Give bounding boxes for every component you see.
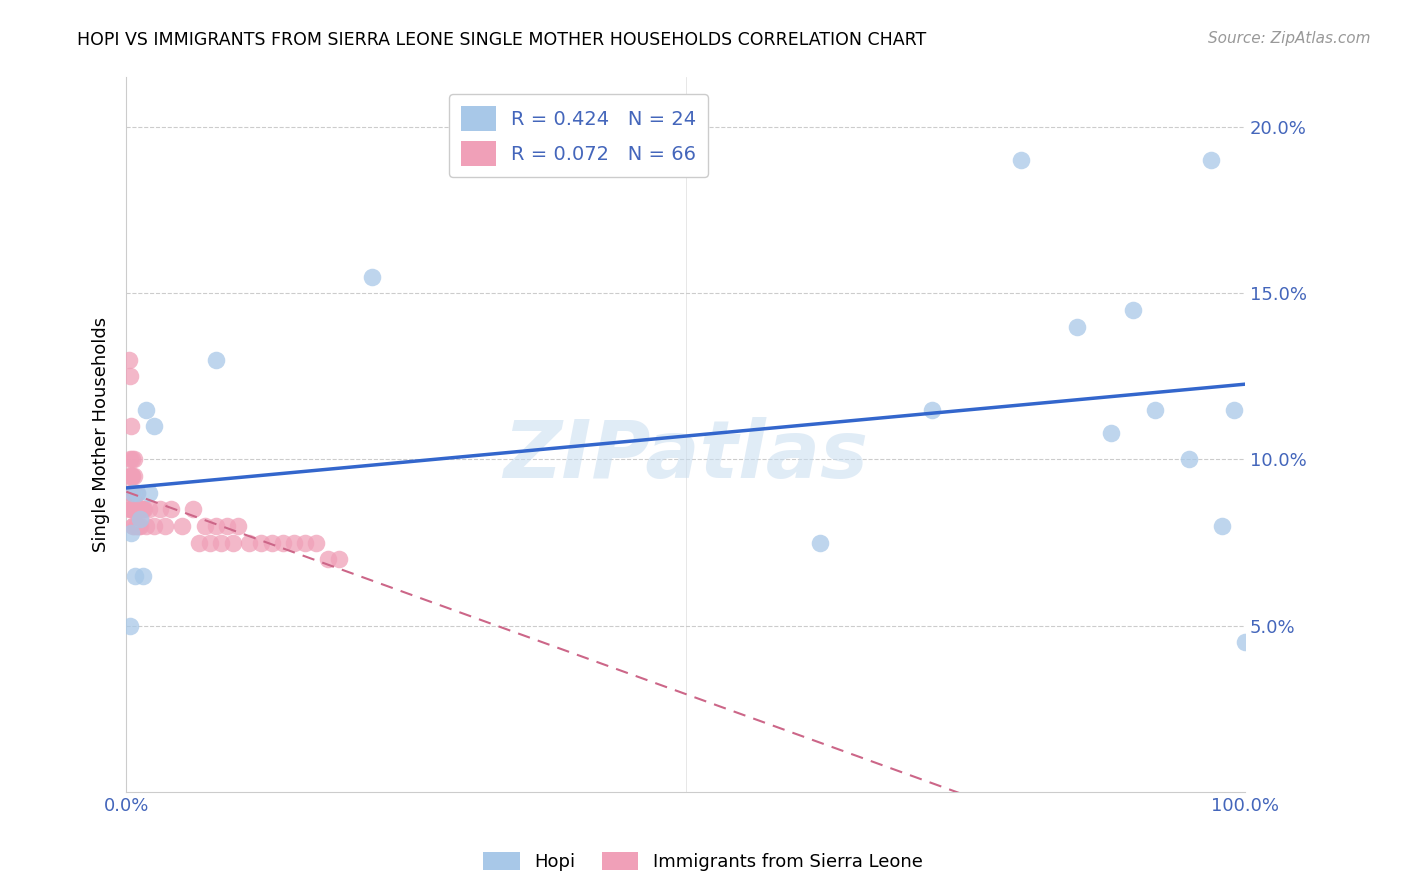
Point [316,552,339,566]
Point [271,535,294,549]
Point [215,519,238,533]
Point [305,535,328,549]
Point [121,502,143,516]
Point [134,502,156,516]
Point [121,485,143,500]
Point [194,519,217,533]
Point [128,512,150,526]
Point [135,402,157,417]
Point [124,568,146,582]
Point [249,535,271,549]
Point [124,502,146,516]
Point [122,519,145,533]
Point [160,502,183,516]
Point [122,485,145,500]
Point [1122,303,1144,318]
Point [121,452,143,467]
Point [118,452,141,467]
Point [204,352,226,367]
Point [121,469,143,483]
Point [125,485,148,500]
Point [125,519,148,533]
Y-axis label: Single Mother Households: Single Mother Households [93,317,110,552]
Point [1222,402,1244,417]
Point [122,485,145,500]
Point [120,419,142,434]
Point [143,419,166,434]
Point [808,535,831,549]
Point [221,535,243,549]
Point [188,535,211,549]
Point [124,485,146,500]
Point [198,535,221,549]
Point [204,519,226,533]
Legend: Hopi, Immigrants from Sierra Leone: Hopi, Immigrants from Sierra Leone [477,845,929,879]
Point [183,502,205,516]
Point [172,519,194,533]
Point [122,502,145,516]
Point [921,402,943,417]
Legend: R = 0.424   N = 24, R = 0.072   N = 66: R = 0.424 N = 24, R = 0.072 N = 66 [449,95,709,178]
Point [120,502,142,516]
Point [128,519,150,533]
Point [125,502,148,516]
Point [328,552,350,566]
Point [129,502,152,516]
Point [226,519,249,533]
Point [128,502,150,516]
Text: HOPI VS IMMIGRANTS FROM SIERRA LEONE SINGLE MOTHER HOUSEHOLDS CORRELATION CHART: HOPI VS IMMIGRANTS FROM SIERRA LEONE SIN… [77,31,927,49]
Point [120,525,142,540]
Point [155,519,177,533]
Point [117,469,139,483]
Point [283,535,305,549]
Point [361,269,384,284]
Point [127,485,149,500]
Point [120,469,142,483]
Point [122,469,145,483]
Point [132,568,155,582]
Point [127,485,149,500]
Point [238,535,260,549]
Point [1199,153,1222,168]
Point [138,502,160,516]
Point [209,535,232,549]
Point [1211,519,1233,533]
Point [122,519,145,533]
Point [138,485,160,500]
Point [121,502,143,516]
Point [1233,635,1256,649]
Point [1178,452,1201,467]
Point [149,502,172,516]
Point [1010,153,1032,168]
Point [117,502,139,516]
Text: ZIPatlas: ZIPatlas [503,417,868,495]
Point [127,502,149,516]
Point [135,519,157,533]
Point [118,369,141,384]
Point [294,535,316,549]
Point [1144,402,1167,417]
Point [1099,425,1122,440]
Point [1066,319,1088,334]
Point [122,502,145,516]
Point [122,452,145,467]
Point [127,519,149,533]
Point [143,519,166,533]
Point [118,485,141,500]
Point [121,485,143,500]
Text: Source: ZipAtlas.com: Source: ZipAtlas.com [1208,31,1371,46]
Point [121,469,143,483]
Point [118,618,141,632]
Point [132,502,155,516]
Point [124,502,146,516]
Point [260,535,283,549]
Point [128,502,150,516]
Point [117,352,139,367]
Point [131,502,153,516]
Point [128,519,150,533]
Point [122,485,145,500]
